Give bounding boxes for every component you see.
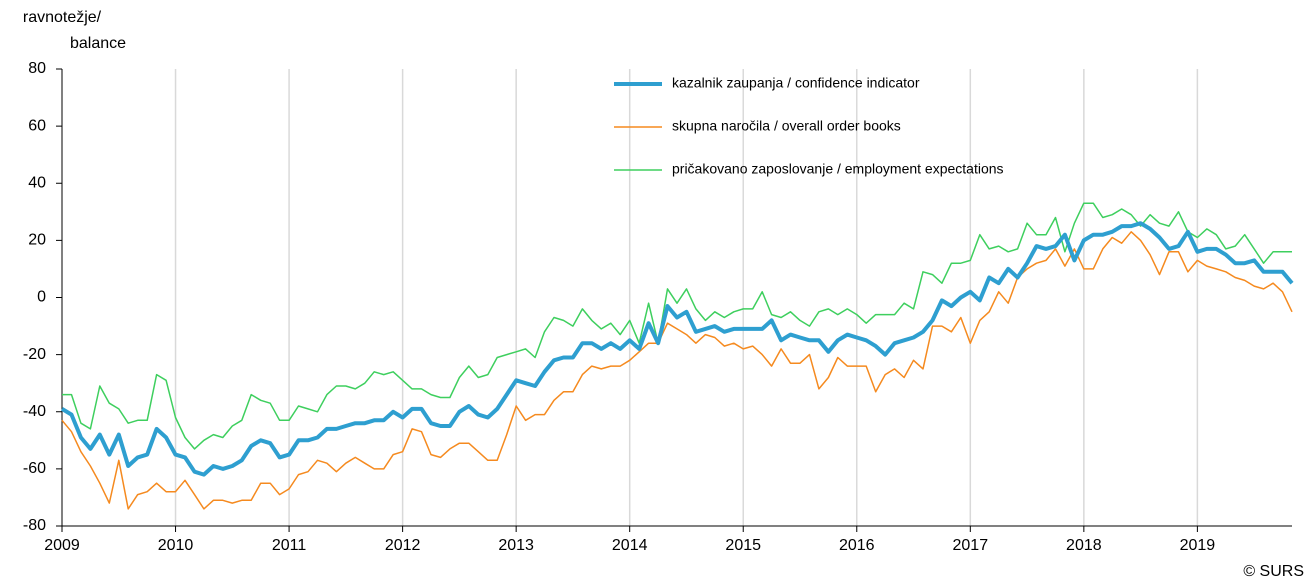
y-tick-label: -80	[23, 517, 46, 534]
x-tick-label: 2019	[1180, 537, 1216, 554]
source: © SURS	[1243, 563, 1304, 580]
x-tick-label: 2017	[953, 537, 989, 554]
series-line	[62, 202, 1292, 450]
y-tick-label: 60	[28, 117, 46, 134]
legend-label: skupna naročila / overall order books	[672, 118, 901, 134]
series-line	[60, 221, 1294, 477]
x-tick-label: 2016	[839, 537, 875, 554]
x-tick-label: 2009	[44, 537, 80, 554]
legend-label: kazalnik zaupanja / confidence indicator	[672, 75, 920, 91]
y-axis-label: ravnotežje/	[23, 9, 102, 26]
y-tick-label: 20	[28, 232, 46, 249]
y-tick-label: -40	[23, 403, 46, 420]
x-tick-label: 2013	[498, 537, 534, 554]
y-tick-label: 40	[28, 174, 46, 191]
y-axis-label: balance	[70, 35, 126, 52]
legend-label: pričakovano zaposlovanje / employment ex…	[672, 161, 1004, 177]
x-tick-label: 2010	[158, 537, 194, 554]
y-tick-label: -60	[23, 460, 46, 477]
y-tick-label: 80	[28, 60, 46, 77]
x-tick-label: 2012	[385, 537, 421, 554]
x-tick-label: 2014	[612, 537, 648, 554]
series-line	[61, 231, 1293, 510]
y-tick-label: -20	[23, 346, 46, 363]
x-tick-label: 2011	[272, 537, 307, 554]
x-tick-label: 2015	[725, 537, 761, 554]
x-tick-label: 2018	[1066, 537, 1102, 554]
y-tick-label: 0	[37, 289, 46, 306]
